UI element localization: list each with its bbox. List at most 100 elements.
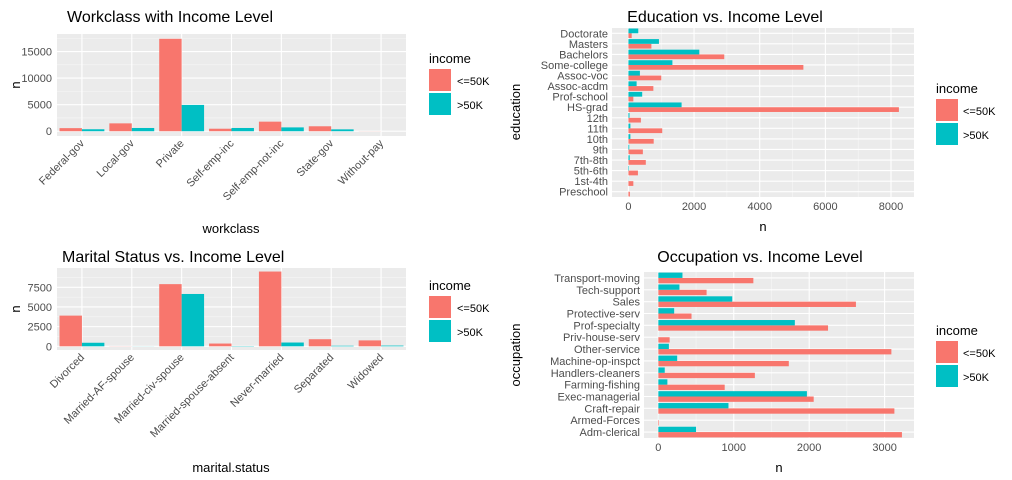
marital-y-tick-label: 0	[46, 341, 52, 353]
workclass-bar-self-emp-not-inc-high	[281, 127, 304, 132]
occupation-y-tick-label: Priv-house-serv	[563, 332, 641, 344]
marital-x-tick-label: Separated	[292, 352, 336, 396]
occupation-bar-craft-repair-high	[658, 403, 729, 409]
workclass-y-tick-label: 5000	[28, 100, 52, 112]
occupation-bar-farming-fishing-high	[658, 379, 668, 385]
education-bar-10th-high	[628, 134, 631, 139]
education-bar-hs-grad-high	[628, 102, 682, 108]
education-y-axis-title: education	[508, 84, 523, 140]
education-y-tick-label: Preschool	[559, 187, 608, 199]
education-bar-assoc-acdm-high	[628, 81, 637, 87]
occupation-y-tick-label: Craft-repair	[584, 403, 640, 415]
education-bars	[628, 28, 899, 197]
occupation-bar-handlers-cleaners-low	[658, 372, 755, 379]
education-bar-assoc-voc-low	[628, 75, 662, 81]
marital-bar-married-civ-spouse-high	[181, 293, 205, 347]
occupation-bar-tech-support-low	[658, 289, 707, 296]
occupation-legend-swatch-high	[936, 365, 958, 387]
occupation-x-tick-label: 3000	[872, 442, 896, 454]
education-y-tick-label: Prof-school	[552, 92, 608, 104]
education-bar-9th-high	[628, 144, 630, 150]
occupation-bar-armed-forces-low	[658, 420, 659, 426]
occupation-y-tick-label: Armed-Forces	[570, 415, 640, 427]
workclass-x-tick-label: Federal-gov	[37, 137, 87, 187]
education-bar-11th-low	[628, 128, 663, 134]
education-bar-prof-school-high	[628, 91, 643, 97]
workclass-x-tick-label: Without-pay	[336, 137, 386, 187]
education-y-tick-label: HS-grad	[567, 102, 608, 114]
occupation-bar-other-service-high	[658, 343, 669, 350]
marital-bar-never-married-high	[281, 342, 304, 347]
occupation-x-tick-label: 1000	[722, 442, 746, 454]
workclass-bar-self-emp-inc-high	[231, 127, 254, 132]
marital-legend-label-high: >50K	[457, 327, 484, 339]
marital-legend-swatch-low	[429, 296, 451, 318]
education-title: Education vs. Income Level	[627, 9, 823, 26]
marital-legend: income <=50K >50K	[429, 278, 490, 342]
education-bar-doctorate-low	[628, 33, 632, 39]
marital-bar-separated-low	[308, 339, 332, 347]
education-bar-masters-high	[628, 39, 659, 44]
education-bar-hs-grad-low	[628, 107, 899, 112]
marital-x-tick-label: Never-married	[228, 352, 286, 410]
marital-bar-married-spouse-absent-low	[209, 343, 232, 347]
workclass-chart: 0 5000 10000 15000 Federal-gov Local-gov Priva…	[8, 9, 490, 236]
occupation-y-tick-label: Protective-serv	[567, 309, 641, 321]
education-x-tick-label: 4000	[747, 201, 771, 213]
occupation-y-tick-label: Handlers-cleaners	[551, 368, 641, 380]
education-y-tick-label: 7th-8th	[574, 155, 608, 167]
occupation-bar-prof-specialty-low	[658, 325, 829, 331]
marital-bar-widowed-low	[358, 340, 382, 347]
education-y-tick-label: 5th-6th	[574, 166, 608, 178]
education-legend-swatch-high	[936, 123, 958, 145]
occupation-legend-swatch-low	[936, 341, 958, 363]
workclass-bar-private-low	[159, 38, 182, 132]
occupation-bar-transport-moving-low	[658, 277, 754, 284]
education-bar-prof-school-low	[628, 96, 634, 102]
marital-x-axis-title: marital.status	[192, 460, 270, 475]
occupation-bar-protective-serv-low	[658, 313, 692, 319]
occupation-legend-label-high: >50K	[963, 372, 990, 384]
workclass-y-tick-label: 0	[46, 126, 52, 138]
occupation-tick-labels: 0 1000 2000 3000 Adm-clericalArmed-ForcesCra…	[550, 273, 897, 454]
education-y-tick-label: Some-college	[541, 60, 608, 72]
occupation-y-tick-label: Tech-support	[576, 285, 640, 297]
marital-x-tick-label: Divorced	[48, 352, 87, 391]
marital-y-tick-label: 2500	[28, 322, 52, 334]
workclass-bar-federal-gov-high	[81, 129, 105, 132]
marital-bars	[59, 271, 404, 347]
education-bar-7th-8th-low	[628, 160, 646, 165]
workclass-legend-label-low: <=50K	[457, 76, 490, 88]
workclass-x-tick-label: Self-emp-inc	[184, 137, 236, 189]
education-bar-5th-6th-low	[628, 170, 638, 176]
workclass-title: Workclass with Income Level	[67, 9, 273, 26]
occupation-legend: income <=50K >50K	[936, 323, 996, 387]
education-y-tick-label: Bachelors	[559, 49, 608, 61]
occupation-legend-label-low: <=50K	[963, 348, 996, 360]
occupation-title: Occupation vs. Income Level	[657, 249, 862, 266]
occupation-y-tick-label: Sales	[612, 297, 640, 309]
occupation-bar-farming-fishing-low	[658, 384, 725, 390]
occupation-legend-title: income	[936, 323, 978, 338]
marital-bar-widowed-high	[381, 345, 404, 347]
occupation-bar-other-service-low	[658, 349, 892, 355]
workclass-x-tick-label: Local-gov	[95, 137, 138, 180]
education-bar-1st-4th-low	[628, 181, 634, 186]
occupation-y-tick-label: Adm-clerical	[579, 427, 640, 439]
education-bar-9th-low	[628, 149, 643, 155]
occupation-bar-priv-house-serv-low	[658, 337, 670, 343]
education-bar-masters-low	[628, 43, 652, 49]
marital-bar-married-civ-spouse-low	[159, 284, 182, 347]
education-x-tick-label: 2000	[682, 201, 706, 213]
education-x-axis-title: n	[759, 219, 766, 234]
education-bar-10th-low	[628, 138, 654, 144]
occupation-chart: 0 1000 2000 3000 Adm-clericalArmed-ForcesCra…	[508, 249, 996, 475]
education-tick-labels: 0 2000 4000 6000 8000 Preschool1st-4th5th-6th…	[541, 28, 904, 213]
occupation-y-tick-label: Farming-fishing	[564, 380, 640, 392]
occupation-y-tick-label: Other-service	[574, 344, 640, 356]
education-bar-bachelors-high	[628, 49, 700, 55]
marital-y-axis-title: n	[8, 305, 23, 312]
education-bar-some-college-high	[628, 60, 673, 65]
education-y-tick-label: 9th	[593, 144, 608, 156]
